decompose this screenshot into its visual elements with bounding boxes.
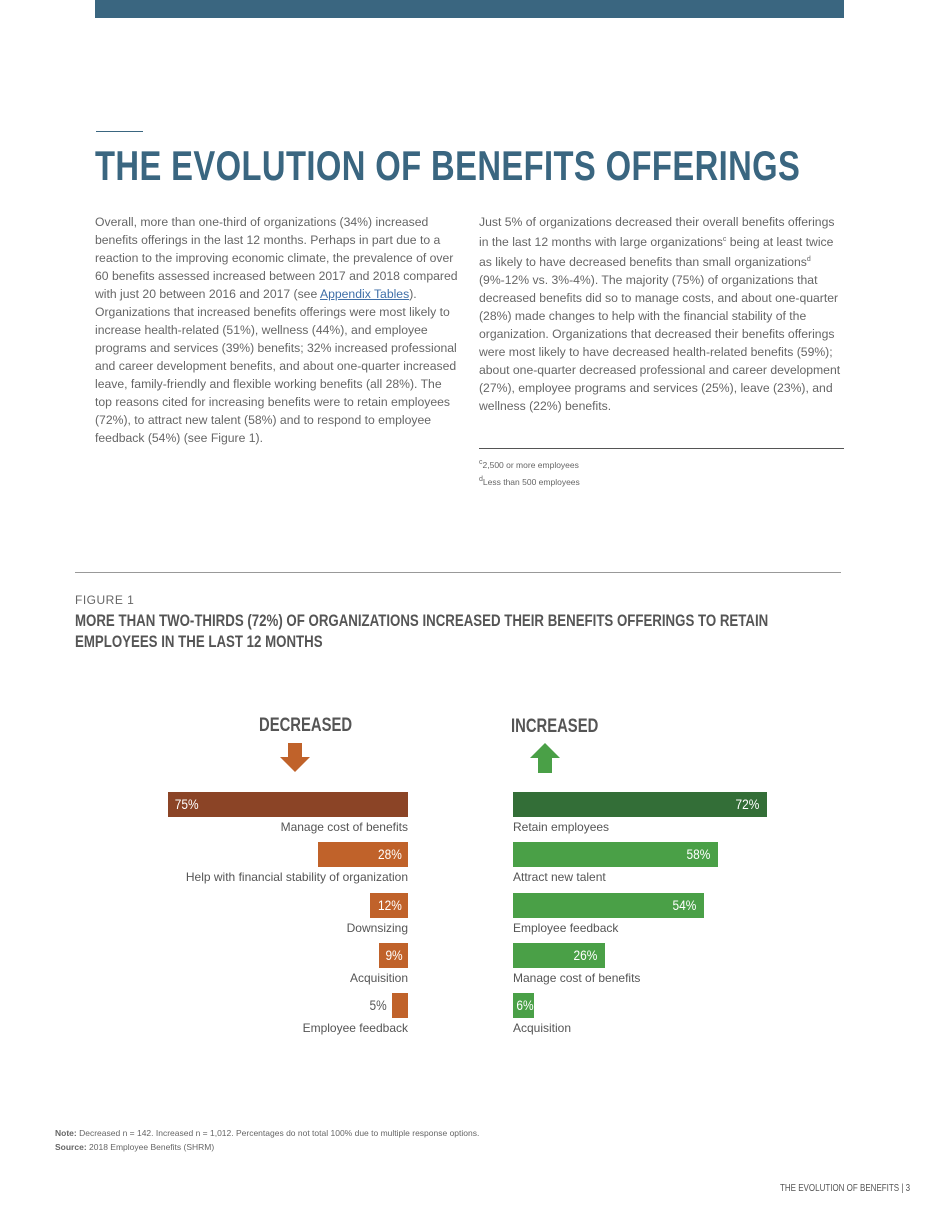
page-footer: THE EVOLUTION OF BENEFITS | 3 <box>780 1183 911 1194</box>
bar-value-label: 58% <box>686 846 711 862</box>
increased-category-label: Employee feedback <box>513 921 619 935</box>
figure-label: FIGURE 1 <box>75 593 135 607</box>
decreased-bar: 9% <box>379 943 408 968</box>
bar-value-label: 5% <box>369 997 387 1013</box>
footnote: c2,500 or more employees <box>479 459 579 470</box>
body-left-column: Overall, more than one-third of organiza… <box>95 213 460 447</box>
bar-value-label: 75% <box>174 796 199 812</box>
bar-value-label: 9% <box>385 947 403 963</box>
appendix-tables-link[interactable]: Appendix Tables <box>319 287 410 301</box>
increased-bar: 72% <box>513 792 768 817</box>
decreased-category-label: Manage cost of benefits <box>280 820 408 834</box>
bar-value-label: 28% <box>377 846 402 862</box>
text: Overall, more than one-third of organiza… <box>95 215 458 301</box>
decreased-heading: DECREASED <box>259 715 353 736</box>
increased-heading: INCREASED <box>511 716 599 737</box>
page-title: THE EVOLUTION OF BENEFITS OFFERINGS <box>95 142 801 189</box>
decreased-bar: 28% <box>318 842 408 867</box>
decreased-bar: 12% <box>369 893 408 918</box>
figure-rule <box>75 572 841 573</box>
increased-category-label: Acquisition <box>513 1021 572 1035</box>
top-banner <box>95 0 844 18</box>
bar-value-label: 54% <box>672 897 696 913</box>
bar-value-label: 72% <box>735 796 760 812</box>
decreased-category-label: Downsizing <box>346 921 408 935</box>
decreased-category-label: Help with financial stability of organiz… <box>185 870 408 884</box>
footnote: dLess than 500 employees <box>479 476 580 487</box>
body-right-column: Just 5% of organizations decreased their… <box>479 213 844 415</box>
text: (9%-12% vs. 3%-4%). The majority (75%) o… <box>479 273 841 414</box>
text: Just 5% of organizations decreased their… <box>479 215 835 250</box>
footnote-rule <box>479 448 844 449</box>
text: ). Organizations that increased benefits… <box>95 287 457 445</box>
arrow-down-icon <box>280 743 310 772</box>
chart-source: Source: 2018 Employee Benefits (SHRM) <box>55 1142 215 1152</box>
chart-note: Note: Decreased n = 142. Increased n = 1… <box>55 1128 480 1138</box>
increased-bar: 54% <box>513 893 704 918</box>
increased-bar: 6% <box>513 993 535 1018</box>
title-rule <box>96 131 143 132</box>
decreased-bar: 75% <box>168 792 408 817</box>
increased-bar: 58% <box>513 842 718 867</box>
bar-value-label: 26% <box>573 947 598 963</box>
increased-category-label: Manage cost of benefits <box>513 971 641 985</box>
decreased-category-label: Acquisition <box>349 971 408 985</box>
footnote-ref: d <box>806 256 811 264</box>
bar-value-label: 12% <box>377 897 402 913</box>
decreased-bar: 5% <box>369 993 408 1018</box>
decreased-category-label: Employee feedback <box>302 1021 408 1035</box>
footnote-ref: c <box>722 236 727 243</box>
text: being at least twice as likely to have d… <box>479 235 834 270</box>
bar-value-label: 6% <box>516 997 534 1013</box>
increased-bar: 26% <box>513 943 605 968</box>
figure-title: MORE THAN TWO-THIRDS (72%) OF ORGANIZATI… <box>75 611 769 651</box>
increased-category-label: Attract new talent <box>513 870 606 884</box>
increased-category-label: Retain employees <box>513 820 610 834</box>
arrow-up-icon <box>530 743 560 773</box>
